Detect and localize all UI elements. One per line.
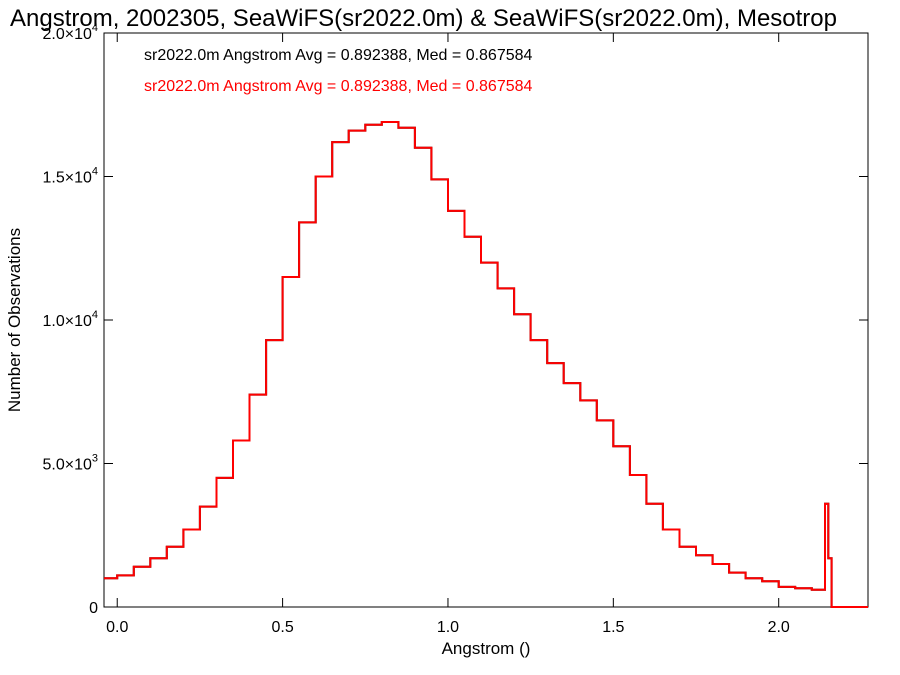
y-axis-label: Number of Observations (5, 228, 24, 412)
chart-title: Angstrom, 2002305, SeaWiFS(sr2022.0m) & … (10, 5, 837, 32)
y-tick-label: 0 (89, 600, 98, 617)
y-tick-label: 1.5×104 (42, 166, 98, 187)
y-tick-exponent: 4 (92, 166, 98, 178)
y-tick-label: 2.0×104 (42, 22, 98, 43)
x-tick-label: 0.0 (106, 619, 128, 636)
series-line-red (104, 121, 868, 608)
y-tick-mantissa: 1.0×10 (42, 313, 91, 330)
x-axis-ticks: 0.0 0.5 1.0 1.5 2.0 (106, 33, 790, 636)
y-tick-exponent: 4 (92, 309, 98, 321)
plot-frame (103, 32, 869, 608)
y-tick-exponent: 4 (92, 22, 98, 34)
y-tick-label: 5.0×103 (42, 453, 98, 474)
legend: sr2022.0m Angstrom Avg = 0.892388, Med =… (144, 47, 533, 95)
y-tick-mantissa: 2.0×10 (42, 26, 91, 43)
y-tick-mantissa: 5.0×10 (42, 457, 91, 474)
y-tick-label: 1.0×104 (42, 309, 98, 330)
y-tick-exponent: 3 (92, 453, 98, 465)
x-axis-label: Angstrom () (442, 639, 531, 658)
x-tick-label: 2.0 (768, 619, 790, 636)
x-tick-label: 1.0 (437, 619, 459, 636)
y-tick-mantissa: 1.5×10 (42, 170, 91, 187)
x-tick-label: 1.5 (602, 619, 624, 636)
legend-entry-red: sr2022.0m Angstrom Avg = 0.892388, Med =… (144, 78, 533, 95)
x-tick-label: 0.5 (271, 619, 293, 636)
series-line-black (104, 121, 868, 608)
legend-entry-black: sr2022.0m Angstrom Avg = 0.892388, Med =… (144, 47, 533, 64)
y-tick-mantissa: 0 (89, 600, 98, 617)
series-group (104, 121, 868, 608)
